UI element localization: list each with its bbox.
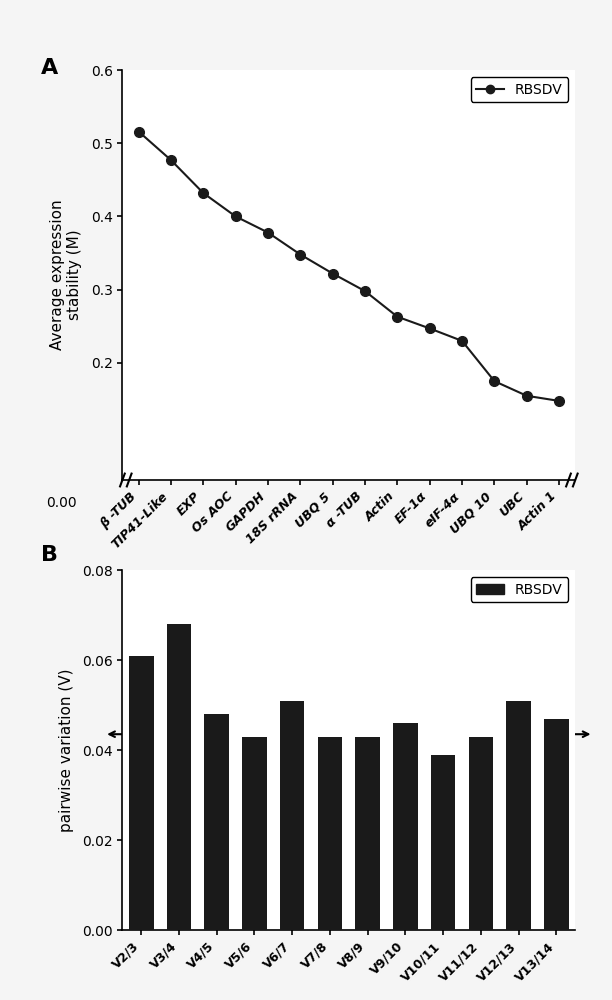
Bar [469,736,493,930]
Text: B: B [41,545,58,565]
Text: 0.00: 0.00 [47,496,77,510]
Bar [431,754,455,930]
Bar [204,714,229,930]
Bar [129,656,154,930]
Bar [166,624,192,930]
Y-axis label: pairwise variation (V): pairwise variation (V) [59,668,73,832]
Bar [506,700,531,930]
Bar [393,723,418,930]
Legend: RBSDV: RBSDV [471,77,569,102]
Y-axis label: Average expression
stability (M): Average expression stability (M) [50,200,83,350]
Bar [242,736,267,930]
Text: A: A [41,58,58,78]
Bar [280,700,305,930]
Bar [544,718,569,930]
Text: 不稳定: 不稳定 [174,725,206,743]
Legend: RBSDV: RBSDV [471,577,569,602]
Bar [356,736,380,930]
Bar [318,736,342,930]
Text: 稳定: 稳定 [492,725,513,743]
